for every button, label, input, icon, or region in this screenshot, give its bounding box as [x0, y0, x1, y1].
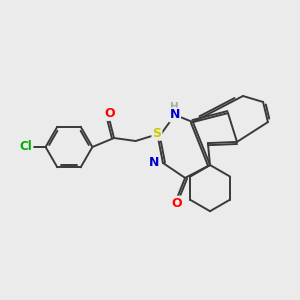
Text: N: N — [170, 108, 180, 122]
Text: H: H — [170, 101, 179, 112]
Text: S: S — [152, 127, 161, 140]
Text: O: O — [172, 196, 182, 210]
Text: O: O — [104, 107, 115, 120]
Text: Cl: Cl — [20, 140, 32, 154]
Text: N: N — [149, 156, 159, 170]
